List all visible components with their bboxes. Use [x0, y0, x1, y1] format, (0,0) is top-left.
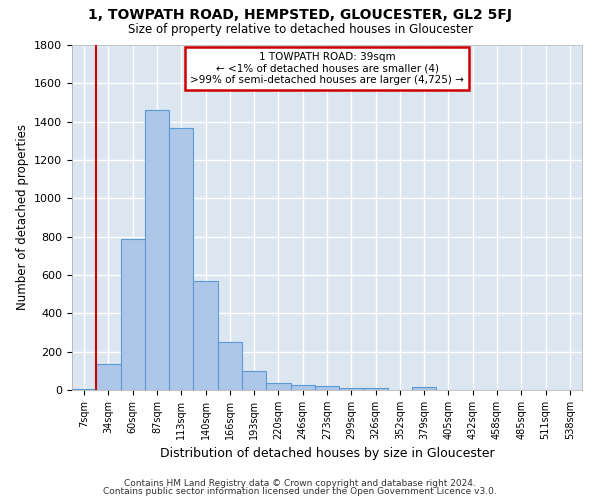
Bar	[96, 364, 121, 390]
Bar	[72, 389, 96, 390]
Text: Contains public sector information licensed under the Open Government Licence v3: Contains public sector information licen…	[103, 487, 497, 496]
Bar	[339, 388, 364, 390]
Bar	[412, 387, 436, 390]
Bar	[242, 371, 266, 390]
Bar	[315, 386, 339, 390]
X-axis label: Distribution of detached houses by size in Gloucester: Distribution of detached houses by size …	[160, 448, 494, 460]
Bar	[169, 128, 193, 390]
Text: 1, TOWPATH ROAD, HEMPSTED, GLOUCESTER, GL2 5FJ: 1, TOWPATH ROAD, HEMPSTED, GLOUCESTER, G…	[88, 8, 512, 22]
Bar	[218, 342, 242, 390]
Bar	[145, 110, 169, 390]
Text: Contains HM Land Registry data © Crown copyright and database right 2024.: Contains HM Land Registry data © Crown c…	[124, 478, 476, 488]
Bar	[193, 281, 218, 390]
Text: Size of property relative to detached houses in Gloucester: Size of property relative to detached ho…	[128, 22, 473, 36]
Y-axis label: Number of detached properties: Number of detached properties	[16, 124, 29, 310]
Bar	[364, 388, 388, 390]
Bar	[121, 238, 145, 390]
Bar	[266, 384, 290, 390]
Text: 1 TOWPATH ROAD: 39sqm
← <1% of detached houses are smaller (4)
>99% of semi-deta: 1 TOWPATH ROAD: 39sqm ← <1% of detached …	[190, 52, 464, 85]
Bar	[290, 385, 315, 390]
